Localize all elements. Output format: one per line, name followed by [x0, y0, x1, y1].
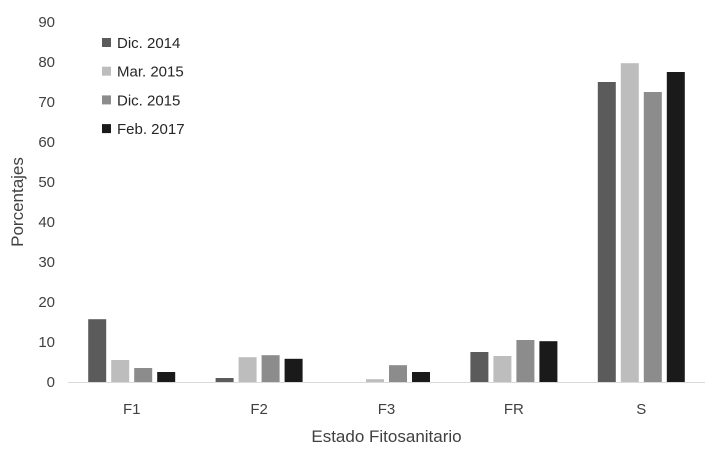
x-axis-title: Estado Fitosanitario	[311, 427, 461, 446]
bar-f2-series-1	[215, 378, 234, 382]
bar-s-series-1	[597, 82, 616, 382]
bar-f1-series-2	[111, 360, 130, 382]
bar-fr-series-1	[470, 352, 489, 382]
y-tick-label: 30	[38, 254, 55, 271]
y-tick-label: 40	[38, 214, 55, 231]
bar-s-series-4	[666, 72, 685, 382]
legend-label: Feb. 2017	[117, 121, 185, 138]
legend-swatch	[102, 95, 111, 105]
bar-f2-series-4	[284, 358, 303, 382]
y-tick-label: 60	[38, 134, 55, 151]
bar-f3-series-2	[366, 379, 384, 382]
y-tick-label: 80	[38, 54, 55, 71]
bar-fr-series-3	[516, 340, 535, 382]
bar-f1-series-1	[88, 319, 107, 382]
legend: Dic. 2014 Mar. 2015 Dic. 2015 Feb. 2017	[102, 35, 185, 138]
bar-s-series-3	[643, 92, 662, 382]
bar-f2-series-2	[238, 357, 257, 382]
legend-label: Mar. 2015	[117, 64, 184, 81]
y-tick-label: 50	[38, 174, 55, 191]
y-tick-label: 0	[47, 374, 55, 391]
bar-s-series-2	[620, 63, 639, 382]
y-axis: 0 10 20 30 40 50 60 70 80 90	[38, 14, 55, 391]
y-axis-title: Porcentajes	[8, 157, 27, 247]
legend-label: Dic. 2014	[117, 35, 180, 52]
bar-fr-series-4	[539, 341, 558, 382]
y-tick-label: 10	[38, 334, 55, 351]
y-tick-label: 90	[38, 14, 55, 31]
x-axis: F1 F2 F3 FR S	[123, 401, 646, 418]
x-tick-label: F1	[123, 401, 141, 418]
y-tick-label: 20	[38, 294, 55, 311]
bar-f3-series-3	[389, 365, 407, 382]
bar-f2-series-3	[261, 355, 280, 382]
bar-f1-series-4	[157, 372, 176, 382]
bar-fr-series-2	[493, 356, 512, 382]
x-tick-label: F2	[250, 401, 268, 418]
legend-swatch	[102, 38, 111, 47]
legend-swatch	[102, 66, 111, 76]
legend-swatch	[102, 124, 111, 134]
x-tick-label: F3	[378, 401, 396, 418]
bar-f1-series-3	[134, 368, 153, 382]
x-tick-label: FR	[504, 401, 524, 418]
x-tick-label: S	[636, 401, 646, 418]
bars-group	[88, 63, 685, 382]
bar-f3-series-4	[412, 372, 430, 382]
legend-label: Dic. 2015	[117, 92, 180, 109]
y-tick-label: 70	[38, 94, 55, 111]
